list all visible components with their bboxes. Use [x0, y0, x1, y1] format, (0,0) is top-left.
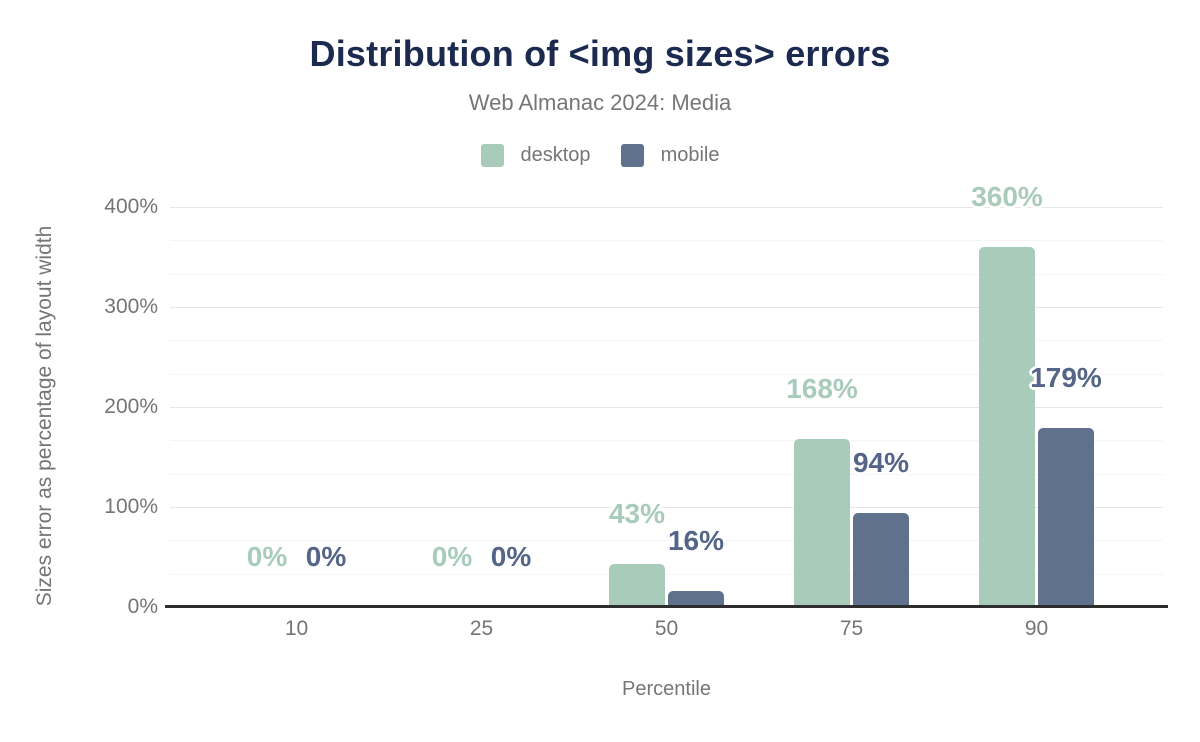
- value-label-desktop-p50: 43%: [608, 498, 666, 529]
- bar-desktop-p90: [979, 247, 1035, 607]
- y-tick-label: 200%: [104, 395, 158, 418]
- value-label-desktop-p75: 168%: [786, 373, 858, 404]
- gridline-major: [170, 207, 1163, 208]
- x-tick-label: 50: [654, 617, 679, 640]
- y-tick-label: 300%: [104, 295, 158, 318]
- value-label-desktop-p10: 0%: [246, 541, 288, 572]
- gridline-major: [170, 307, 1163, 308]
- bar-desktop-p50: [609, 564, 665, 607]
- gridline-minor: [170, 573, 1163, 575]
- y-axis-title: Sizes error as percentage of layout widt…: [33, 225, 56, 607]
- x-tick-label: 75: [839, 617, 864, 640]
- value-label-mobile-p50: 16%: [667, 525, 725, 556]
- gridline-major: [170, 507, 1163, 508]
- bar-mobile-p90: [1038, 428, 1094, 607]
- chart-title: Distribution of <img sizes> errors: [309, 33, 891, 74]
- gridline-minor: [170, 540, 1163, 542]
- bar-desktop-p75: [794, 439, 850, 607]
- plot-area: 0% 0% 0% 0% 43% 16% 168% 94% 360% 179%: [165, 181, 1168, 608]
- x-tick-label: 10: [284, 617, 309, 640]
- legend-item-desktop: desktop: [480, 144, 591, 167]
- legend-swatch-desktop: [480, 144, 504, 167]
- bar-mobile-p75: [853, 513, 909, 607]
- value-label-mobile-p90: 179%: [1030, 362, 1102, 393]
- legend-label-desktop: desktop: [520, 144, 591, 166]
- x-tick-label: 25: [469, 617, 494, 640]
- legend-label-mobile: mobile: [660, 144, 720, 166]
- gridline-minor: [170, 340, 1163, 342]
- value-label-mobile-p75: 94%: [852, 447, 910, 478]
- x-axis-title: Percentile: [622, 678, 711, 700]
- value-label-desktop-p90: 360%: [971, 181, 1043, 212]
- y-tick-label: 0%: [127, 595, 158, 618]
- x-tick-label: 90: [1024, 617, 1049, 640]
- chart-subtitle: Web Almanac 2024: Media: [468, 90, 732, 115]
- gridline-minor: [170, 240, 1163, 242]
- value-label-desktop-p25: 0%: [431, 541, 473, 572]
- y-tick-label: 400%: [104, 195, 158, 218]
- y-tick-label: 100%: [104, 495, 158, 518]
- legend-item-mobile: mobile: [620, 144, 720, 167]
- gridline-major: [170, 407, 1163, 408]
- bar-mobile-p50: [668, 591, 724, 607]
- legend: desktop mobile: [0, 144, 1200, 167]
- x-axis-line: [165, 605, 1168, 608]
- gridline-minor: [170, 273, 1163, 275]
- gridline-minor: [170, 373, 1163, 375]
- value-label-mobile-p25: 0%: [490, 541, 532, 572]
- legend-swatch-mobile: [620, 144, 644, 167]
- gridline-minor: [170, 473, 1163, 475]
- value-label-mobile-p10: 0%: [305, 541, 347, 572]
- gridline-minor: [170, 440, 1163, 442]
